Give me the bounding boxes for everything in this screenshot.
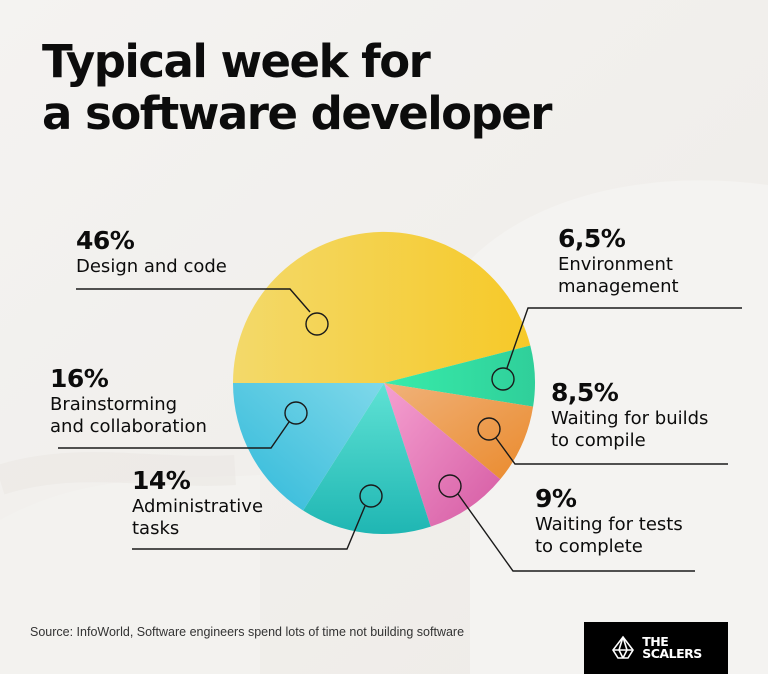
label-percent: 14% xyxy=(132,466,191,495)
label-description-line-2: tasks xyxy=(132,518,180,539)
slice-environment-management[interactable] xyxy=(384,345,535,407)
diamond-icon xyxy=(612,635,635,659)
title-line-1: Typical week for xyxy=(42,35,431,88)
label-percent: 16% xyxy=(50,364,109,393)
title-line-2: a software developer xyxy=(42,87,553,140)
label-description-line-2: to compile xyxy=(551,430,646,451)
slice-administrative-tasks[interactable] xyxy=(303,383,431,535)
label-description-line-2: to complete xyxy=(535,536,643,557)
label-brainstorming: 16% Brainstorming and collaboration xyxy=(50,364,207,438)
slice-brainstorming[interactable] xyxy=(233,383,384,511)
label-administrative-tasks: 14% Administrative tasks xyxy=(132,466,263,540)
label-waiting-for-tests: 9% Waiting for tests to complete xyxy=(535,484,683,558)
slice-waiting-for-builds[interactable] xyxy=(384,383,534,480)
label-percent: 8,5% xyxy=(551,378,619,407)
label-description-line-2: management xyxy=(558,276,679,297)
label-description-line-1: Waiting for tests xyxy=(535,514,683,535)
label-description-line-1: Administrative xyxy=(132,496,264,517)
page-title: Typical week for a software developer xyxy=(42,35,553,140)
label-waiting-for-builds: 8,5% Waiting for builds to compile xyxy=(551,378,708,452)
label-description-line-1: Environment xyxy=(558,254,673,275)
slice-waiting-for-tests[interactable] xyxy=(384,383,501,527)
label-percent: 9% xyxy=(535,484,577,513)
label-percent: 46% xyxy=(76,226,135,255)
callout-lines xyxy=(58,288,742,572)
label-design-and-code: 46% Design and code xyxy=(76,226,227,278)
label-description-line-2: and collaboration xyxy=(50,416,207,437)
label-environment-management: 6,5% Environment management xyxy=(558,224,679,298)
brand-logo: THE SCALERS xyxy=(584,622,728,674)
source-note: Source: InfoWorld, Software engineers sp… xyxy=(30,625,465,639)
logo-wordmark: THE SCALERS xyxy=(642,634,702,661)
logo-line-1: THE xyxy=(642,634,669,649)
label-description-line-1: Waiting for builds xyxy=(551,408,709,429)
logo-line-2: SCALERS xyxy=(642,646,702,661)
label-percent: 6,5% xyxy=(558,224,626,253)
label-description-line-1: Brainstorming xyxy=(50,394,178,415)
label-description: Design and code xyxy=(76,256,227,277)
slice-design-and-code[interactable] xyxy=(232,231,531,383)
